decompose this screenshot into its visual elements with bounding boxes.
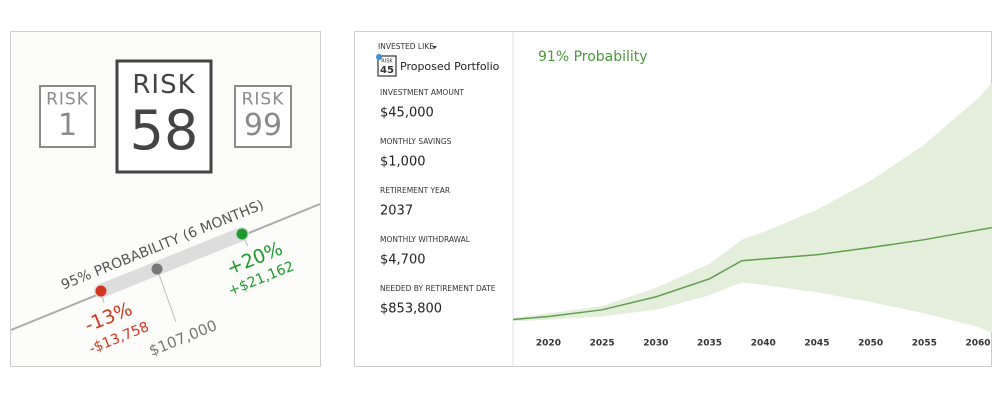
dropdown-caret[interactable] [432,46,437,49]
field-value[interactable]: $1,000 [380,155,426,170]
risk-badge-number: 99 [244,108,282,143]
leader [156,268,177,323]
portfolio-risk: 45 [380,65,394,76]
risk-badge [39,85,96,148]
x-tick-label: 2055 [912,339,937,349]
probability-band [513,83,992,333]
x-tick-label: 2020 [536,339,561,349]
risk-badge-label: RISK [132,70,195,100]
risk-badge [234,85,292,148]
field-label: INVESTMENT AMOUNT [380,88,464,97]
x-tick-label: 2030 [643,339,668,349]
range-point [236,228,248,240]
invested-like[interactable]: INVESTED LIKE [378,42,434,51]
projection-line [513,226,992,321]
risk-badge-number: 1 [58,108,77,143]
field-label: MONTHLY WITHDRAWAL [380,235,471,244]
range-point [95,285,107,297]
chart-title: 91% Probability [538,49,648,65]
field-label: MONTHLY SAVINGS [380,137,452,146]
field-label: NEEDED BY RETIREMENT DATE [380,284,496,293]
x-tick-label: 2040 [751,339,776,349]
plot-area [513,83,992,333]
portfolio-badge-label: RISK [381,59,393,65]
x-tick-label: 2025 [590,339,615,349]
x-tick-label: 2045 [804,339,829,349]
risk-badge [115,59,213,174]
x-axis: 2020 2025 2030 2035 2040 2045 2050 2055 2060 [536,339,991,349]
risk-badge-number: 58 [130,99,199,162]
x-tick-label: 2035 [697,339,722,349]
x-tick-label: 2060 [966,339,991,349]
field-label: RETIREMENT YEAR [380,186,450,195]
portfolio-name: Proposed Portfolio [400,60,500,73]
x-tick-label: 2050 [858,339,883,349]
range-point [151,263,163,275]
badge-dot [376,54,382,60]
risk-badge-label: RISK [46,89,89,109]
field-value[interactable]: 2037 [380,204,413,219]
portfolio-badge [377,55,397,77]
range-band [94,227,249,298]
risk-badge-label: RISK [242,89,285,109]
field-value[interactable]: $853,800 [380,302,442,317]
field-value[interactable]: $45,000 [380,106,434,121]
field-value[interactable]: $4,700 [380,253,426,268]
